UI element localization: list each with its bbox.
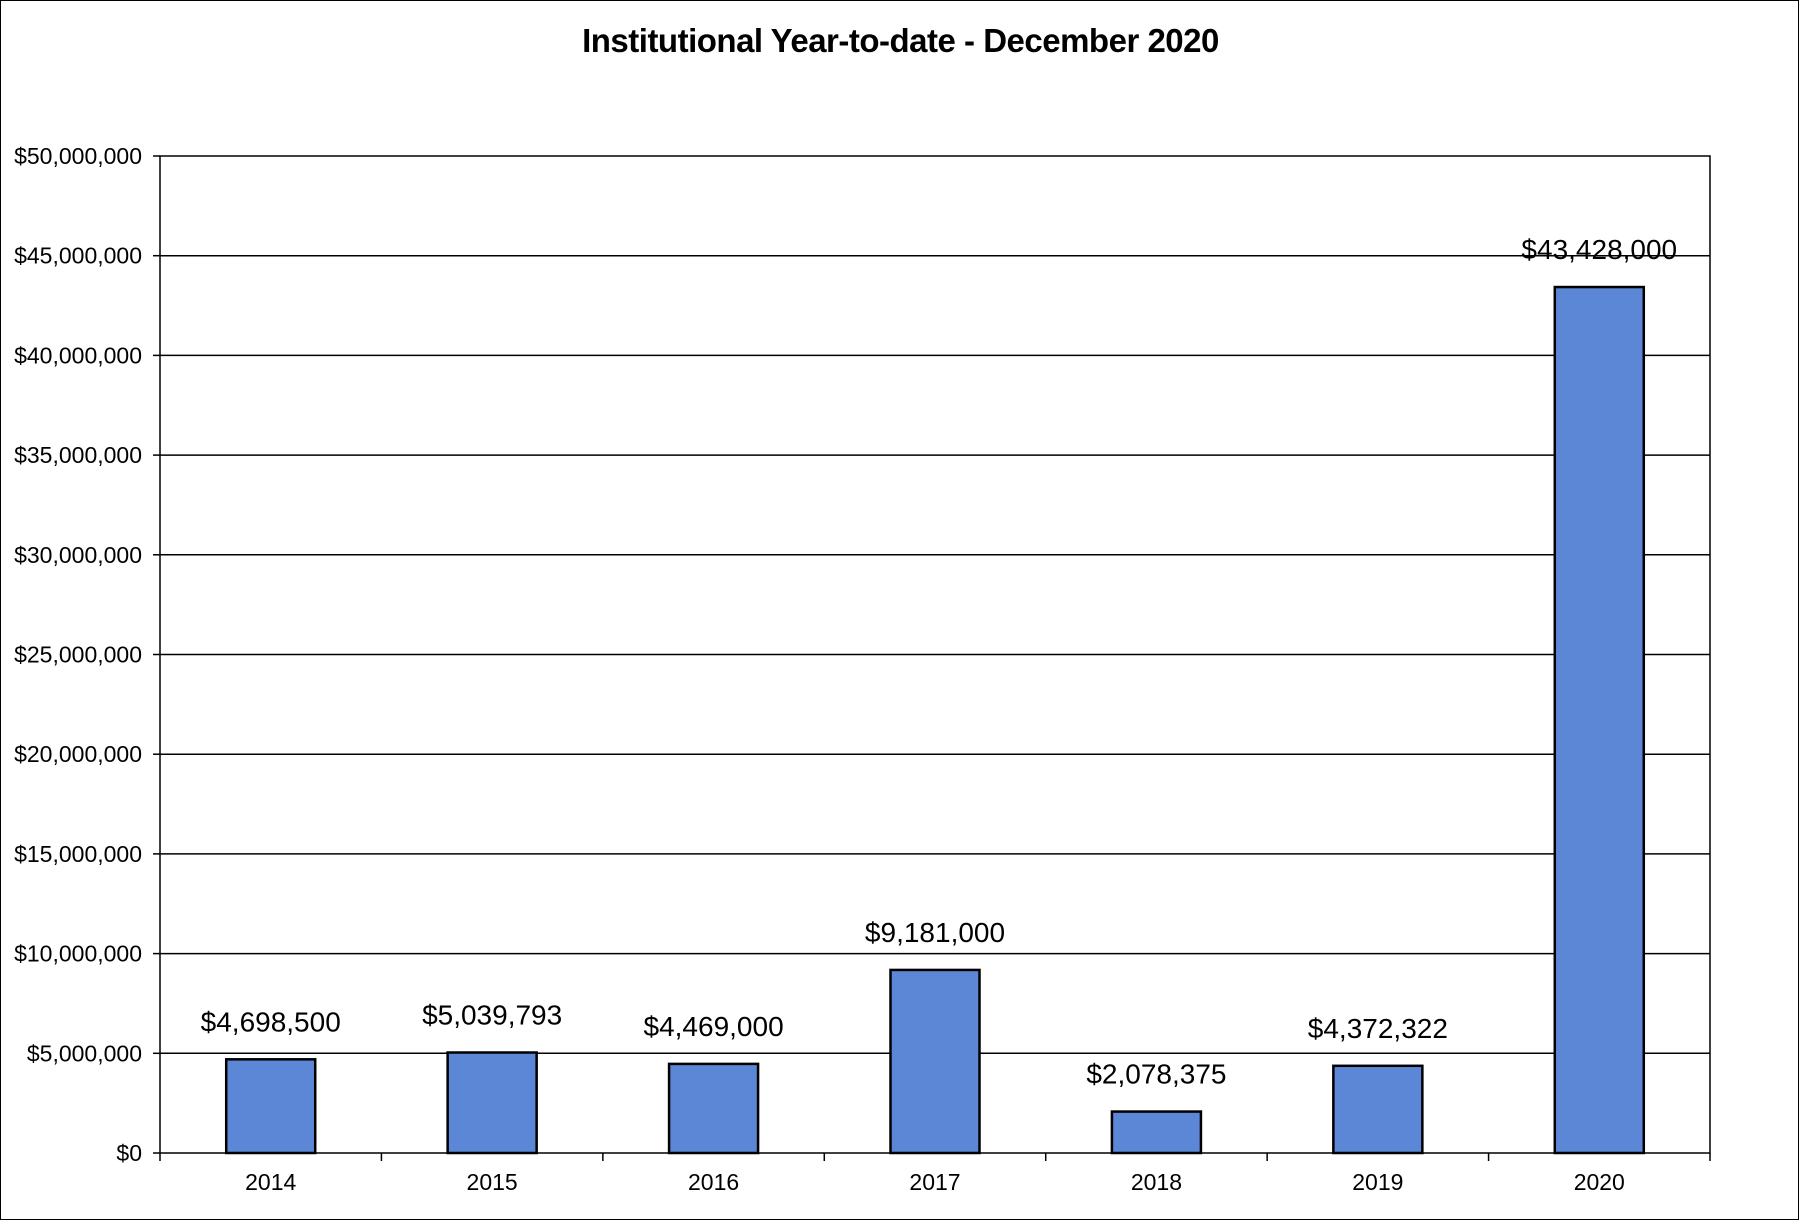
y-tick-label: $5,000,000 [27, 1040, 142, 1066]
data-label-2019: $4,372,322 [1308, 1013, 1448, 1044]
data-label-2016: $4,469,000 [644, 1011, 784, 1042]
x-tick-label-2018: 2018 [1131, 1169, 1182, 1195]
data-label-2017: $9,181,000 [865, 917, 1005, 948]
chart-title: Institutional Year-to-date - December 20… [582, 22, 1219, 59]
y-tick-label: $30,000,000 [14, 542, 142, 568]
bar-2019 [1332, 1064, 1424, 1155]
x-tick-label-2014: 2014 [245, 1169, 296, 1195]
x-tick-label-2019: 2019 [1352, 1169, 1403, 1195]
bar-2018 [1110, 1110, 1203, 1155]
x-tick-label-2015: 2015 [467, 1169, 518, 1195]
y-tick-label: $20,000,000 [14, 741, 142, 767]
y-tick-label: $45,000,000 [14, 243, 142, 269]
data-label-2020: $43,428,000 [1521, 234, 1677, 265]
y-tick-label: $50,000,000 [14, 143, 142, 169]
x-tick-label-2016: 2016 [688, 1169, 739, 1195]
data-label-2018: $2,078,375 [1086, 1059, 1226, 1090]
bar-2016 [667, 1062, 760, 1155]
x-tick-label-2020: 2020 [1574, 1169, 1625, 1195]
data-label-2014: $4,698,500 [201, 1006, 341, 1037]
bar-2020 [1553, 285, 1646, 1155]
data-label-2015: $5,039,793 [422, 1000, 562, 1031]
bar-2014 [224, 1058, 317, 1155]
y-tick-label: $0 [116, 1140, 142, 1166]
y-tick-label: $15,000,000 [14, 841, 142, 867]
y-tick-label: $35,000,000 [14, 442, 142, 468]
bar-2017 [889, 968, 981, 1155]
x-tick-label-2017: 2017 [909, 1169, 960, 1195]
y-tick-label: $40,000,000 [14, 342, 142, 368]
y-tick-label: $25,000,000 [14, 642, 142, 668]
bar-2015 [446, 1051, 538, 1155]
y-tick-label: $10,000,000 [14, 941, 142, 967]
